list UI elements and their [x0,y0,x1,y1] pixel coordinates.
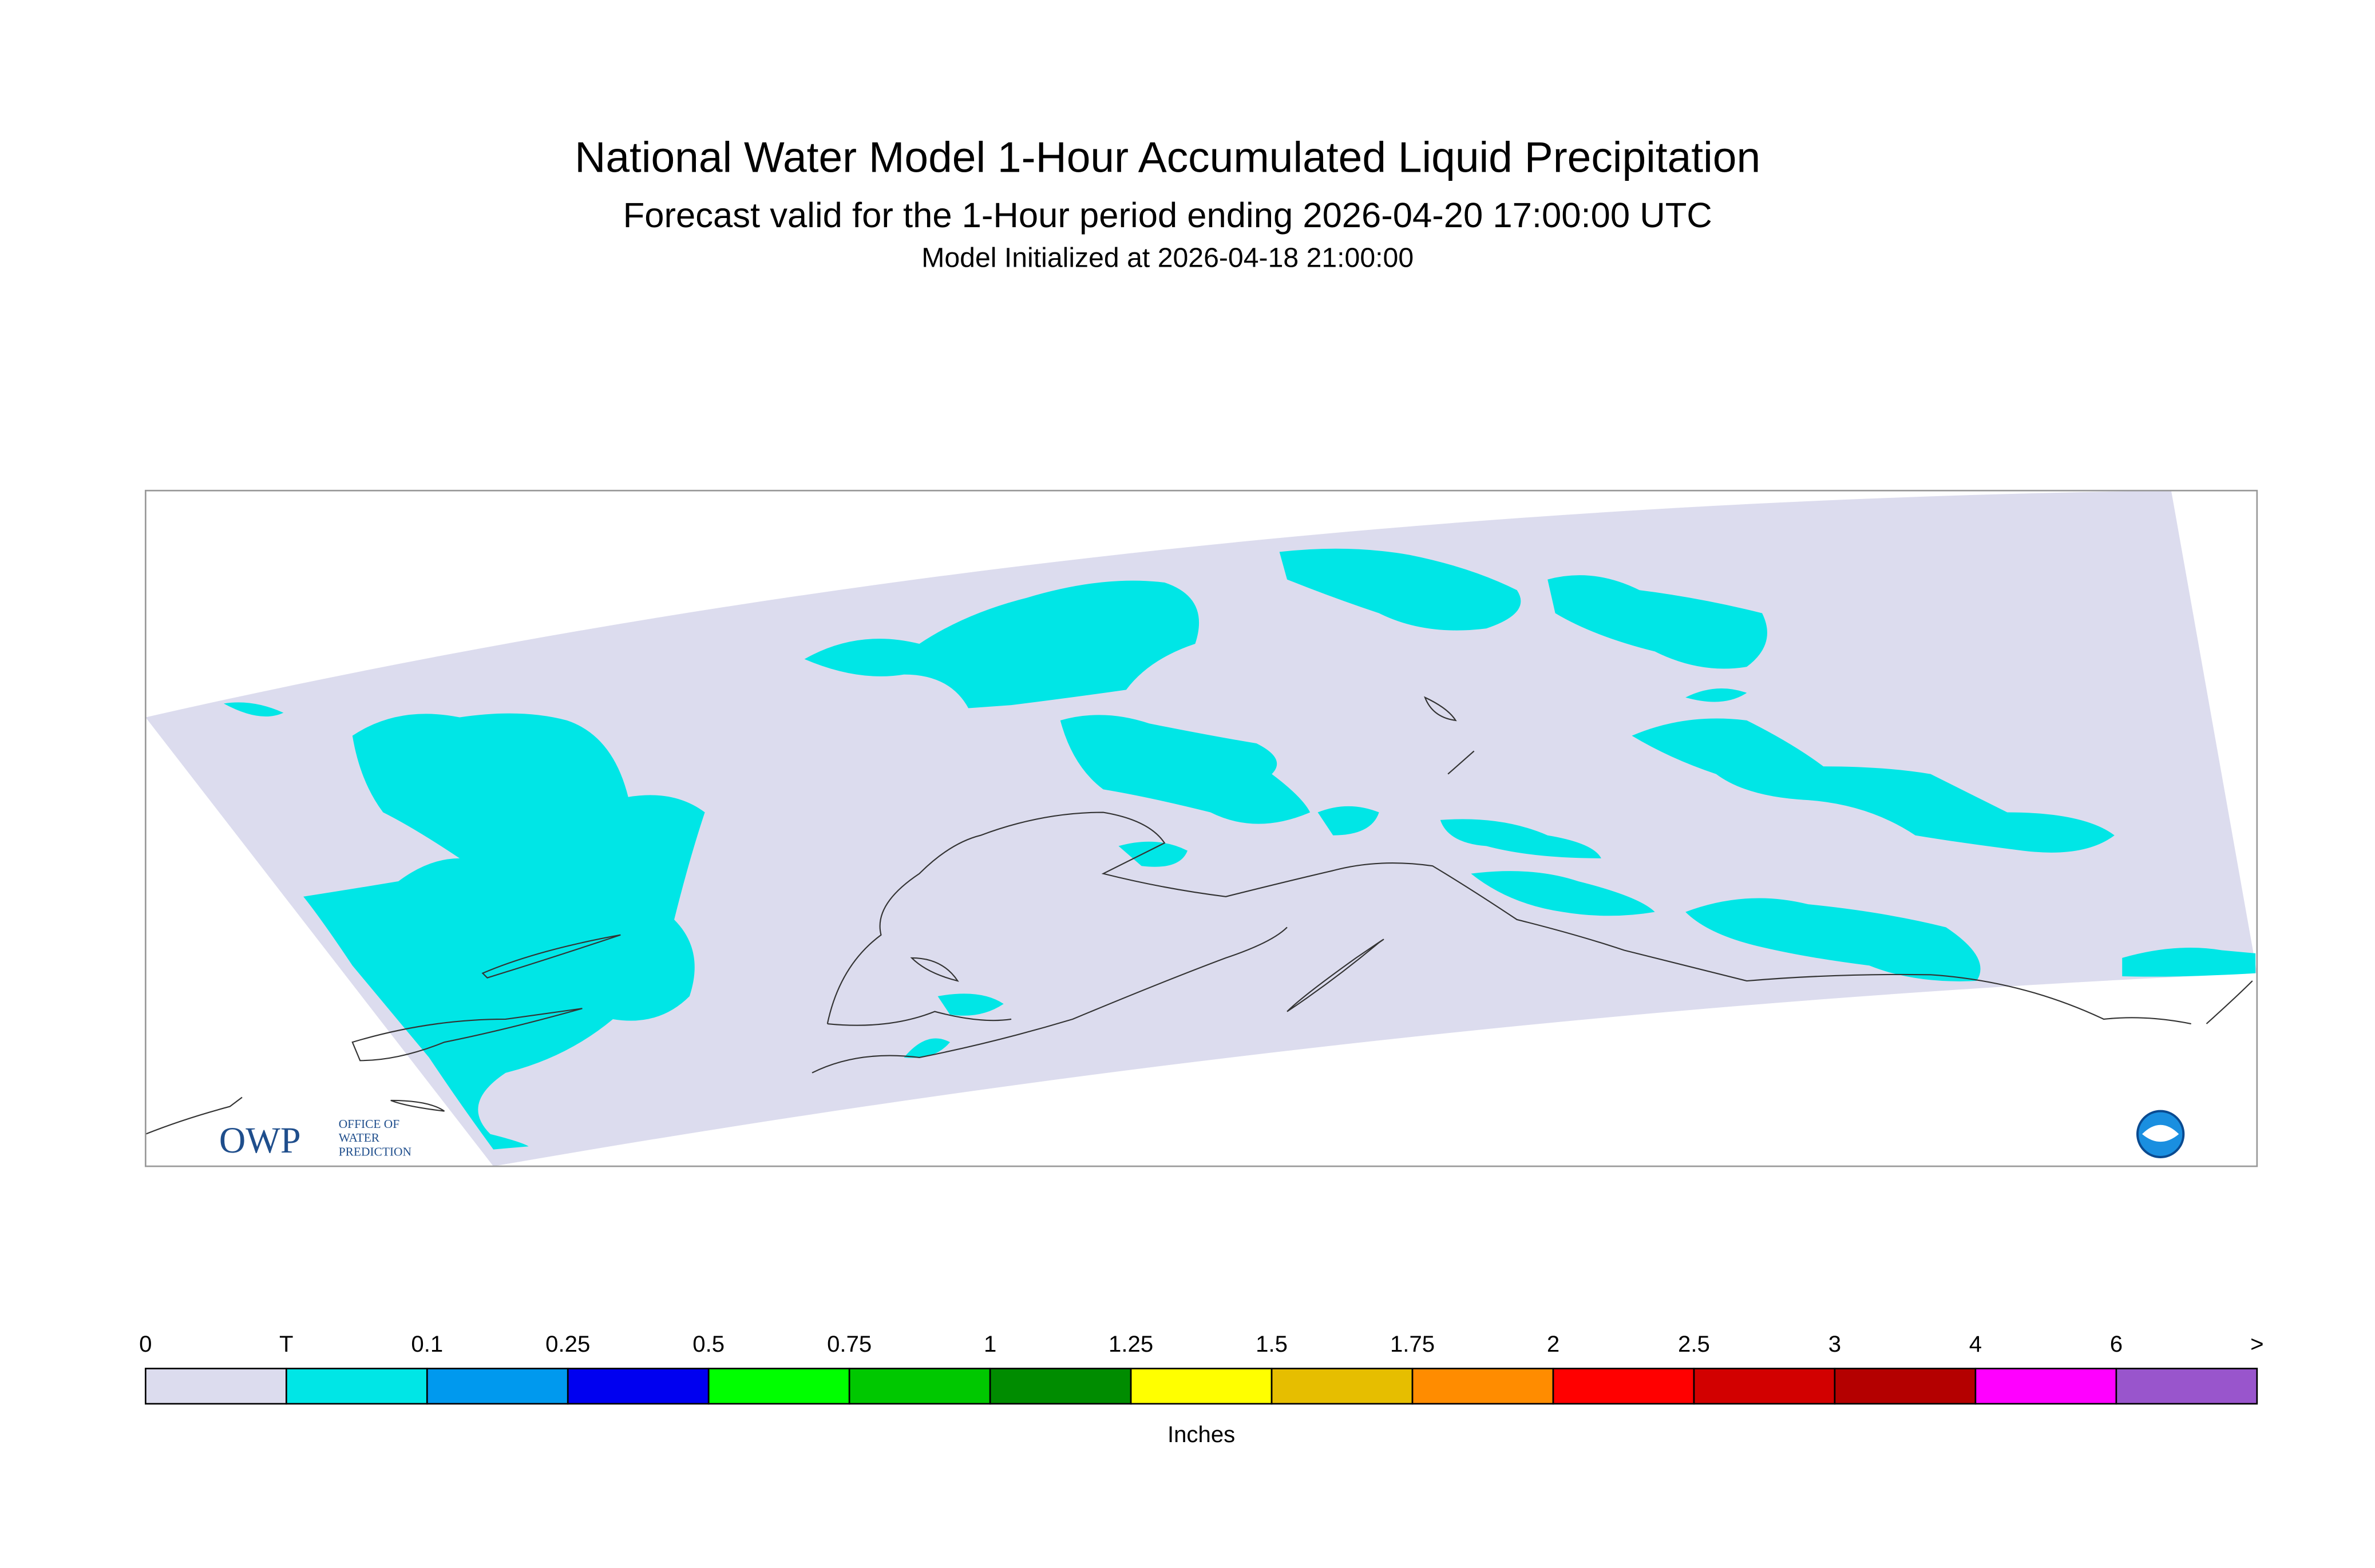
color-swatch [1270,1368,1414,1405]
colorbar-label: 6 [2110,1331,2123,1357]
coastlines [145,696,2253,1135]
logo-line: WATER [339,1131,380,1145]
color-swatch [848,1368,991,1405]
color-swatch [1411,1368,1554,1405]
owp-logo: OWP OFFICE OF WATER PREDICTION [219,1117,411,1161]
colorbar-label: 0.75 [827,1331,872,1357]
subtitle: Forecast valid for the 1-Hour period end… [623,196,1712,235]
color-swatch [989,1368,1132,1405]
colorbar-label: 3 [1828,1331,1841,1357]
map-panel: OWP OFFICE OF WATER PREDICTION [145,489,2258,1167]
logo-line: OFFICE OF [339,1117,400,1131]
noaa-logo [2136,1110,2185,1158]
colorbar-label: > [2250,1331,2263,1357]
color-swatch [426,1368,569,1405]
map-frame [145,489,2258,1167]
colorbar-label: 1 [984,1331,996,1357]
color-swatch [1974,1368,2117,1405]
colorbar-label: T [279,1331,294,1357]
precip-areas [223,548,2256,1150]
colorbar-label: 4 [1969,1331,1982,1357]
colorbar: 0 T 0.1 0.25 0.5 0.75 1 1.25 1.5 1.75 2 2.5 3 4 6 > [139,1331,2264,1405]
color-swatch [1834,1368,1977,1405]
title: National Water Model 1-Hour Accumulated … [575,133,1760,181]
colorbar-label: 0.25 [545,1331,590,1357]
colorbar-label: 2 [1547,1331,1559,1357]
color-swatch [2115,1368,2258,1405]
colorbar-label: 0 [139,1331,152,1357]
colorbar-label: 1.5 [1256,1331,1288,1357]
colorbar-label: 0.5 [692,1331,725,1357]
color-swatch [1693,1368,1836,1405]
colorbar-label: 0.1 [411,1331,443,1357]
logo-mark: OWP [219,1120,301,1161]
logo-line: PREDICTION [339,1145,411,1158]
color-swatch [707,1368,850,1405]
colorbar-label: 1.75 [1390,1331,1435,1357]
init-time: Model Initialized at 2026-04-18 21:00:00 [921,242,1414,273]
colorbar-label: 2.5 [1678,1331,1710,1357]
color-swatch [1552,1368,1695,1405]
color-swatch [145,1368,287,1405]
color-swatch [1130,1368,1273,1405]
colorbar-label: 1.25 [1109,1331,1153,1357]
color-swatch [567,1368,710,1405]
colorbar-unit: Inches [1167,1422,1235,1447]
color-swatch [285,1368,428,1405]
